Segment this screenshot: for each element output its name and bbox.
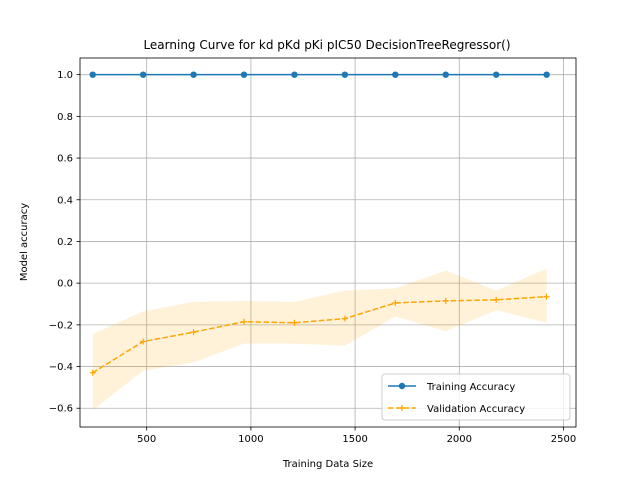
data-point	[240, 71, 248, 78]
data-point	[543, 293, 550, 300]
x-tick-label: 2500	[551, 434, 576, 445]
data-point	[392, 299, 399, 306]
legend-marker-training	[398, 382, 406, 390]
data-point	[492, 71, 500, 78]
data-point	[493, 296, 500, 303]
data-point	[341, 315, 348, 322]
x-tick-label: 1500	[342, 434, 367, 445]
plot-area	[80, 58, 576, 427]
y-axis-ticks: −0.6 −0.4 −0.2 0.0 0.2 0.4 0.6 0.8 1.0	[49, 70, 80, 415]
confidence-band-1	[92, 268, 547, 411]
x-tick-label: 500	[137, 434, 156, 445]
data-point	[392, 71, 399, 78]
y-tick-label: 0.0	[57, 279, 73, 290]
data-point	[140, 338, 147, 345]
legend-marker-validation	[399, 405, 405, 411]
plot-frame	[79, 57, 577, 428]
data-point	[291, 71, 298, 78]
x-axis-title: Training Data Size	[282, 459, 373, 470]
x-axis-ticks: 500 1000 1500 2000 2500	[137, 427, 576, 445]
y-tick-label: 0.2	[57, 237, 73, 248]
y-tick-label: 0.4	[57, 195, 73, 206]
y-tick-label: −0.2	[49, 320, 73, 331]
y-axis-title: Model accuracy	[19, 203, 30, 281]
data-point	[190, 329, 197, 336]
data-point	[442, 297, 449, 304]
y-tick-label: 0.6	[57, 154, 73, 165]
legend-label-validation: Validation Accuracy	[427, 404, 525, 415]
data-point	[89, 369, 96, 376]
x-tick-label: 1000	[238, 434, 263, 445]
y-tick-label: −0.6	[49, 404, 73, 415]
data-point	[442, 71, 449, 78]
y-tick-label: −0.4	[49, 362, 73, 373]
data-point	[291, 319, 298, 326]
data-point	[543, 71, 550, 78]
chart-title: Learning Curve for kd pKd pKi pIC50 Deci…	[143, 38, 510, 52]
y-tick-label: 1.0	[57, 70, 73, 81]
legend: Training Accuracy Validation Accuracy	[381, 373, 571, 421]
data-point	[89, 71, 96, 78]
data-point	[341, 71, 349, 78]
x-tick-label: 2000	[447, 434, 472, 445]
data-point	[190, 71, 197, 78]
series-lines	[89, 71, 550, 376]
grid	[80, 58, 576, 427]
confidence-bands	[92, 268, 547, 411]
legend-label-training: Training Accuracy	[426, 382, 515, 393]
series-line-1	[92, 295, 547, 374]
data-point	[241, 318, 248, 325]
y-tick-label: 0.8	[57, 112, 73, 123]
data-point	[139, 71, 147, 78]
legend-box	[381, 373, 571, 421]
